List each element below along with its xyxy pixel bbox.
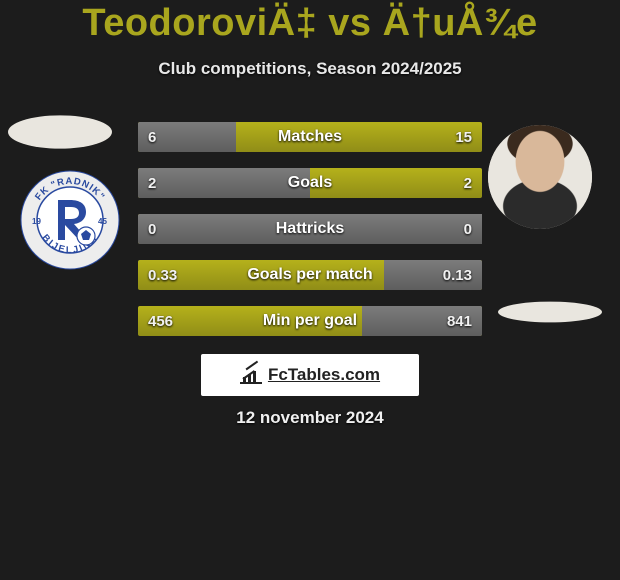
bar-row-min-per-goal: 456 Min per goal 841 — [138, 306, 482, 336]
bar-value-right: 841 — [447, 306, 472, 336]
bar-value-right: 0 — [464, 214, 472, 244]
comparison-card: TeodoroviÄ‡ vs Ä†uÅ¾e Club competitions,… — [0, 0, 620, 580]
bar-row-goals-per-match: 0.33 Goals per match 0.13 — [138, 260, 482, 290]
bar-row-hattricks: 0 Hattricks 0 — [138, 214, 482, 244]
bar-metric-label: Goals — [138, 168, 482, 198]
page-subtitle: Club competitions, Season 2024/2025 — [0, 59, 620, 79]
badge-year-left: 19 — [32, 217, 41, 226]
bar-metric-label: Hattricks — [138, 214, 482, 244]
bar-metric-label: Matches — [138, 122, 482, 152]
page-title: TeodoroviÄ‡ vs Ä†uÅ¾e — [0, 2, 620, 45]
bar-value-right: 2 — [464, 168, 472, 198]
fctables-link[interactable]: FcTables.com — [201, 354, 419, 396]
bar-row-goals: 2 Goals 2 — [138, 168, 482, 198]
player-left-avatar — [8, 115, 112, 148]
date-label: 12 november 2024 — [0, 408, 620, 428]
stats-bars: 6 Matches 15 2 Goals 2 0 Hattricks 0 0.3… — [138, 122, 482, 352]
badge-year-right: 45 — [98, 217, 107, 226]
club-badge-right — [498, 302, 602, 323]
chart-icon — [240, 364, 262, 386]
bar-value-right: 0.13 — [443, 260, 472, 290]
bar-value-right: 15 — [455, 122, 472, 152]
radnik-bijeljina-badge-icon: FK "RADNIK" BIJELJINA 19 45 — [20, 170, 120, 270]
player-right-avatar — [488, 125, 592, 229]
club-badge-left: FK "RADNIK" BIJELJINA 19 45 — [20, 170, 120, 270]
branding-text: FcTables.com — [268, 365, 380, 385]
bar-metric-label: Min per goal — [138, 306, 482, 336]
bar-metric-label: Goals per match — [138, 260, 482, 290]
bar-row-matches: 6 Matches 15 — [138, 122, 482, 152]
